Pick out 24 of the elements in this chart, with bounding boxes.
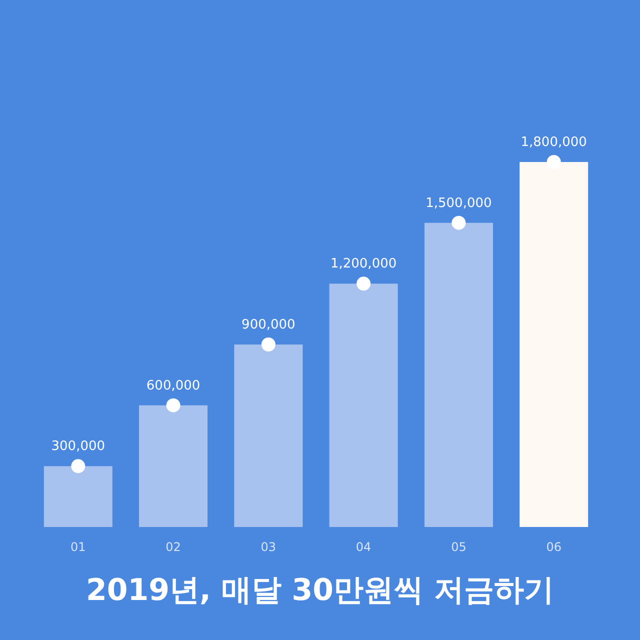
data-label: 1,200,000: [330, 256, 397, 272]
data-label: 1,500,000: [426, 196, 492, 211]
text: 2019년, 매달 30만원씩 저금하기: [86, 573, 554, 608]
x-tick-label: 05: [451, 540, 466, 554]
x-tick-label: 01: [70, 540, 86, 554]
data-label: 1,800,000: [520, 135, 587, 150]
bar: [234, 344, 303, 527]
point: [71, 459, 86, 474]
point: [546, 155, 561, 169]
bar: [44, 466, 112, 527]
point: [452, 216, 466, 230]
x-tick-label: 02: [166, 540, 181, 554]
point: [261, 338, 276, 352]
bar: [139, 405, 208, 527]
bar: [329, 284, 398, 527]
data-label: 900,000: [242, 318, 296, 332]
point: [356, 276, 371, 291]
data-label: 300,000: [51, 439, 106, 454]
bar: [424, 222, 493, 527]
x-tick-label: 04: [356, 540, 372, 554]
x-tick-label: 03: [260, 540, 276, 554]
x-tick-label: 06: [546, 540, 562, 554]
point: [166, 398, 180, 412]
data-label: 600,000: [146, 378, 200, 394]
